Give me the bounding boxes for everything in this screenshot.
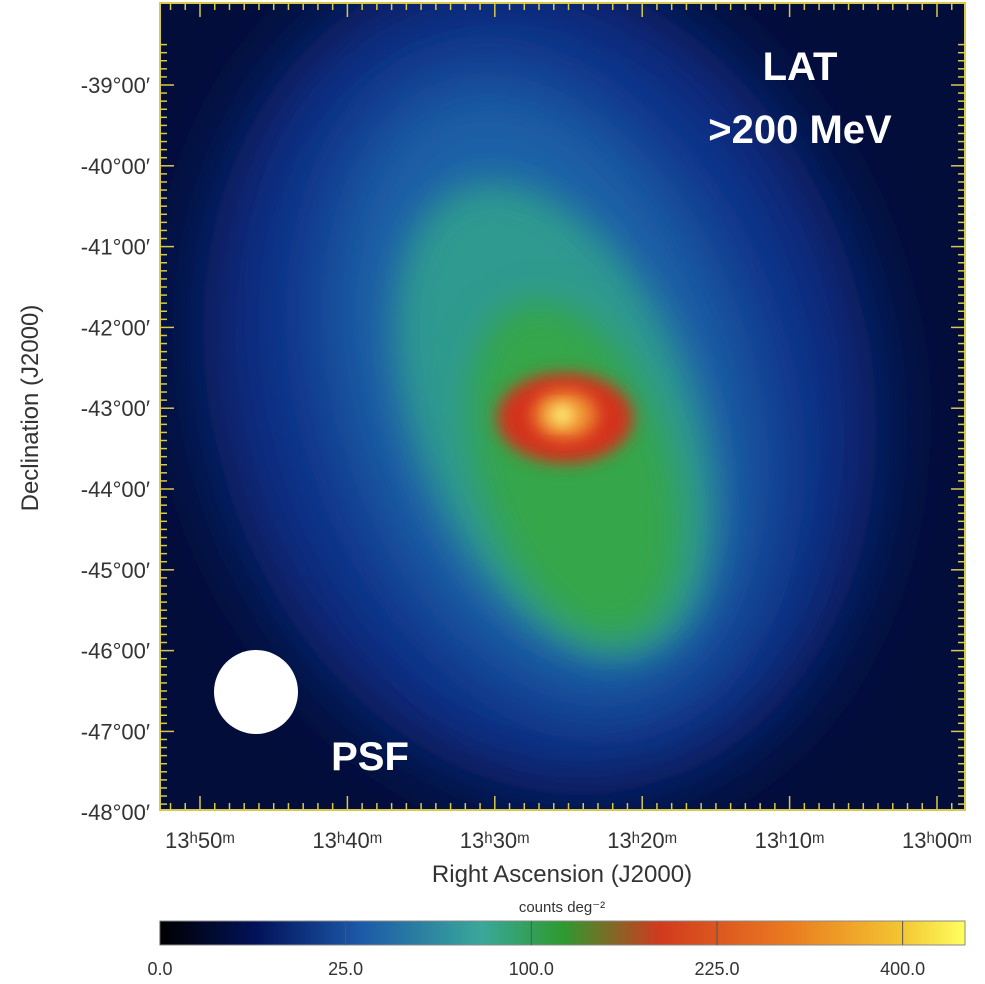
- colorbar-tick-label: 100.0: [509, 959, 554, 979]
- x-tick-label: 13ʰ20ᵐ: [607, 828, 677, 853]
- colorbar: [159, 920, 966, 946]
- y-tick-label: -39°00′: [81, 73, 150, 98]
- y-tick-label: -47°00′: [81, 719, 150, 744]
- y-tick-label: -44°00′: [81, 477, 150, 502]
- frame: [159, 2, 966, 811]
- x-tick-label: 13ʰ00ᵐ: [902, 828, 972, 853]
- y-tick-label: -43°00′: [81, 396, 150, 421]
- x-tick-label: 13ʰ30ᵐ: [460, 828, 530, 853]
- y-tick-label: -46°00′: [81, 639, 150, 664]
- instrument-label: LAT: [763, 45, 838, 89]
- x-axis-label: Right Ascension (J2000): [432, 861, 692, 888]
- psf-label: PSF: [331, 735, 409, 779]
- colorbar-label: counts deg⁻²: [519, 899, 605, 916]
- colorbar-tick-label: 400.0: [880, 959, 925, 979]
- colorbar-tick-label: 0.0: [147, 959, 172, 979]
- y-tick-label: -40°00′: [81, 154, 150, 179]
- tick-marks: [160, 3, 965, 810]
- energy-label: >200 MeV: [708, 108, 892, 152]
- colorbar-tick-label: 225.0: [694, 959, 739, 979]
- sky-map: [160, 3, 965, 810]
- y-tick-label: -41°00′: [81, 235, 150, 260]
- y-tick-label: -48°00′: [81, 800, 150, 825]
- y-axis-label: Declination (J2000): [17, 305, 44, 512]
- x-tick-label: 13ʰ10ᵐ: [755, 828, 825, 853]
- x-tick-label: 13ʰ50ᵐ: [165, 828, 235, 853]
- y-tick-label: -45°00′: [81, 558, 150, 583]
- x-tick-label: 13ʰ40ᵐ: [312, 828, 382, 853]
- colorbar-tick-label: 25.0: [328, 959, 363, 979]
- y-tick-label: -42°00′: [81, 315, 150, 340]
- psf-circle: [214, 650, 298, 734]
